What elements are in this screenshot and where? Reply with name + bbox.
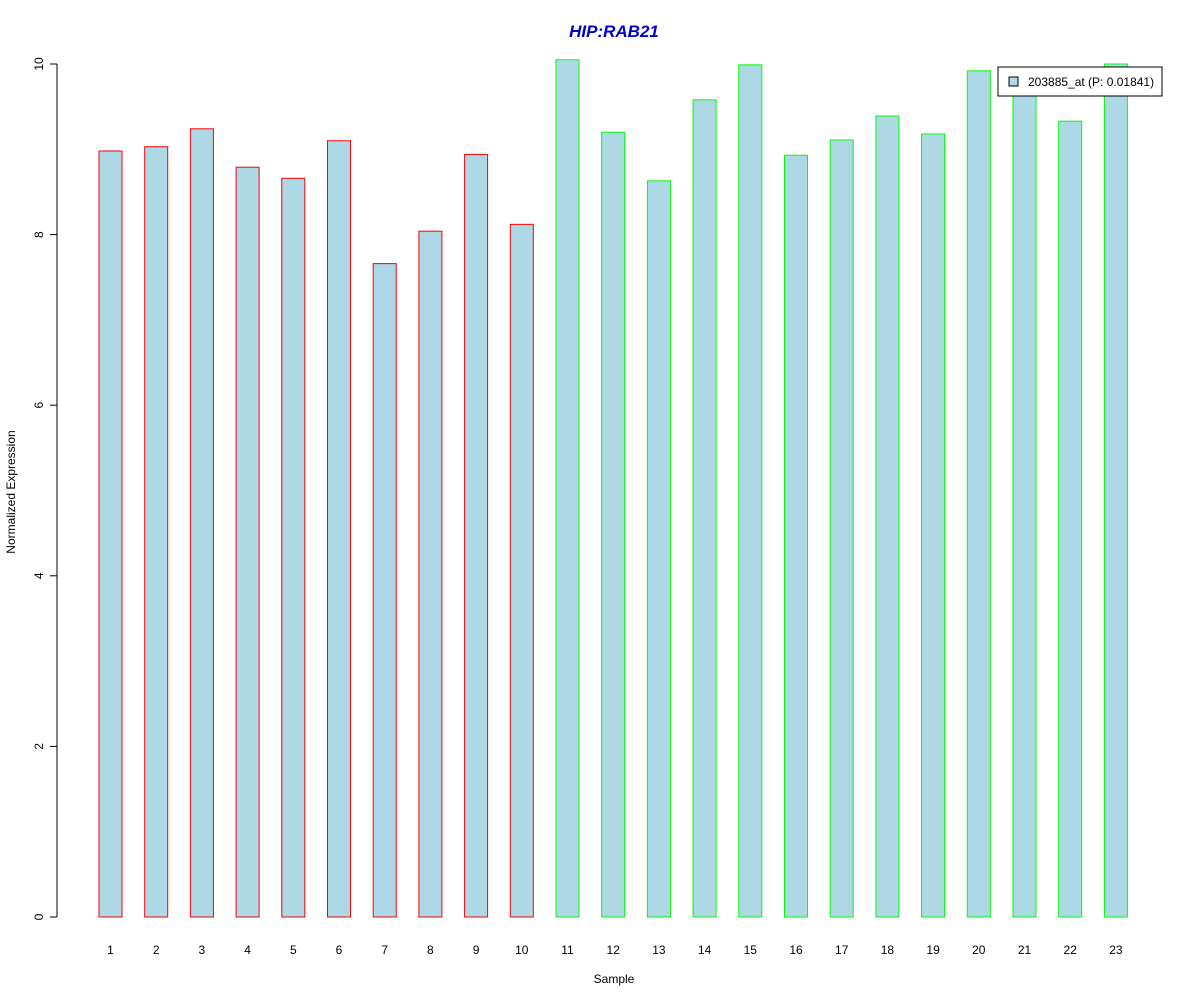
bar-sample-10	[509, 223, 534, 918]
bar-sample-16	[784, 154, 808, 918]
x-tick-label: 19	[926, 943, 940, 957]
bar-sample-9	[464, 153, 489, 918]
x-tick-label: 14	[698, 943, 712, 957]
bar-sample-8	[418, 230, 443, 918]
x-tick-label: 17	[835, 943, 849, 957]
y-tick-label: 8	[32, 231, 46, 238]
legend-box	[997, 66, 1163, 97]
bar-sample-12	[601, 131, 626, 918]
bar-sample-1	[98, 150, 123, 918]
x-tick-label: 9	[473, 943, 480, 957]
chart-title: HIP:RAB21	[569, 22, 659, 41]
x-tick-label: 5	[290, 943, 297, 957]
x-tick-label: 16	[789, 943, 803, 957]
x-tick-label: 21	[1018, 943, 1032, 957]
x-tick-label: 13	[652, 943, 666, 957]
bar-sample-23	[1103, 63, 1128, 918]
bar-sample-3	[189, 128, 214, 918]
y-tick-label: 10	[32, 57, 46, 71]
x-tick-label: 6	[336, 943, 343, 957]
bar-sample-22	[1058, 120, 1083, 918]
x-tick-label: 4	[244, 943, 251, 957]
y-axis: 0 2 4 6 8 10	[32, 57, 58, 920]
bar-sample-7	[372, 263, 397, 918]
y-axis-title: Normalized Expression	[4, 430, 18, 553]
bar-sample-20	[966, 70, 991, 918]
bars	[98, 59, 1128, 918]
x-axis-title: Sample	[594, 972, 635, 986]
x-tick-label: 18	[881, 943, 895, 957]
y-tick-label: 0	[32, 913, 46, 920]
bar-sample-14	[692, 99, 717, 918]
y-tick-label: 2	[32, 743, 46, 750]
legend: 203885_at (P: 0.01841)	[997, 66, 1163, 97]
x-tick-label: 10	[515, 943, 529, 957]
bar-sample-13	[646, 180, 671, 918]
y-tick-label: 6	[32, 402, 46, 409]
x-tick-label: 3	[199, 943, 206, 957]
legend-label: 203885_at (P: 0.01841)	[1028, 75, 1154, 89]
bar-sample-6	[327, 140, 351, 918]
x-tick-label: 7	[381, 943, 388, 957]
x-tick-labels: 1 2 3 4 5 6 7 8 9 10 11 12 13 14 15 16 17 18 19 20 21 22 23	[107, 943, 1123, 957]
x-tick-label: 23	[1109, 943, 1123, 957]
bar-sample-11	[555, 59, 580, 918]
bar-sample-4	[235, 166, 260, 918]
x-tick-label: 2	[153, 943, 160, 957]
x-tick-label: 22	[1064, 943, 1078, 957]
bar-sample-2	[144, 146, 169, 918]
x-tick-label: 15	[744, 943, 758, 957]
legend-swatch	[1008, 76, 1019, 87]
x-tick-label: 11	[561, 943, 574, 957]
bar-sample-18	[875, 115, 900, 918]
bar-sample-5	[281, 177, 306, 918]
bar-sample-21	[1012, 91, 1037, 918]
x-tick-label: 12	[607, 943, 621, 957]
bar-sample-17	[829, 139, 854, 918]
bar-sample-15	[738, 64, 763, 918]
x-tick-label: 8	[427, 943, 434, 957]
x-tick-label: 20	[972, 943, 986, 957]
x-tick-label: 1	[107, 943, 114, 957]
bar-sample-19	[921, 133, 946, 918]
y-tick-label: 4	[32, 572, 46, 579]
